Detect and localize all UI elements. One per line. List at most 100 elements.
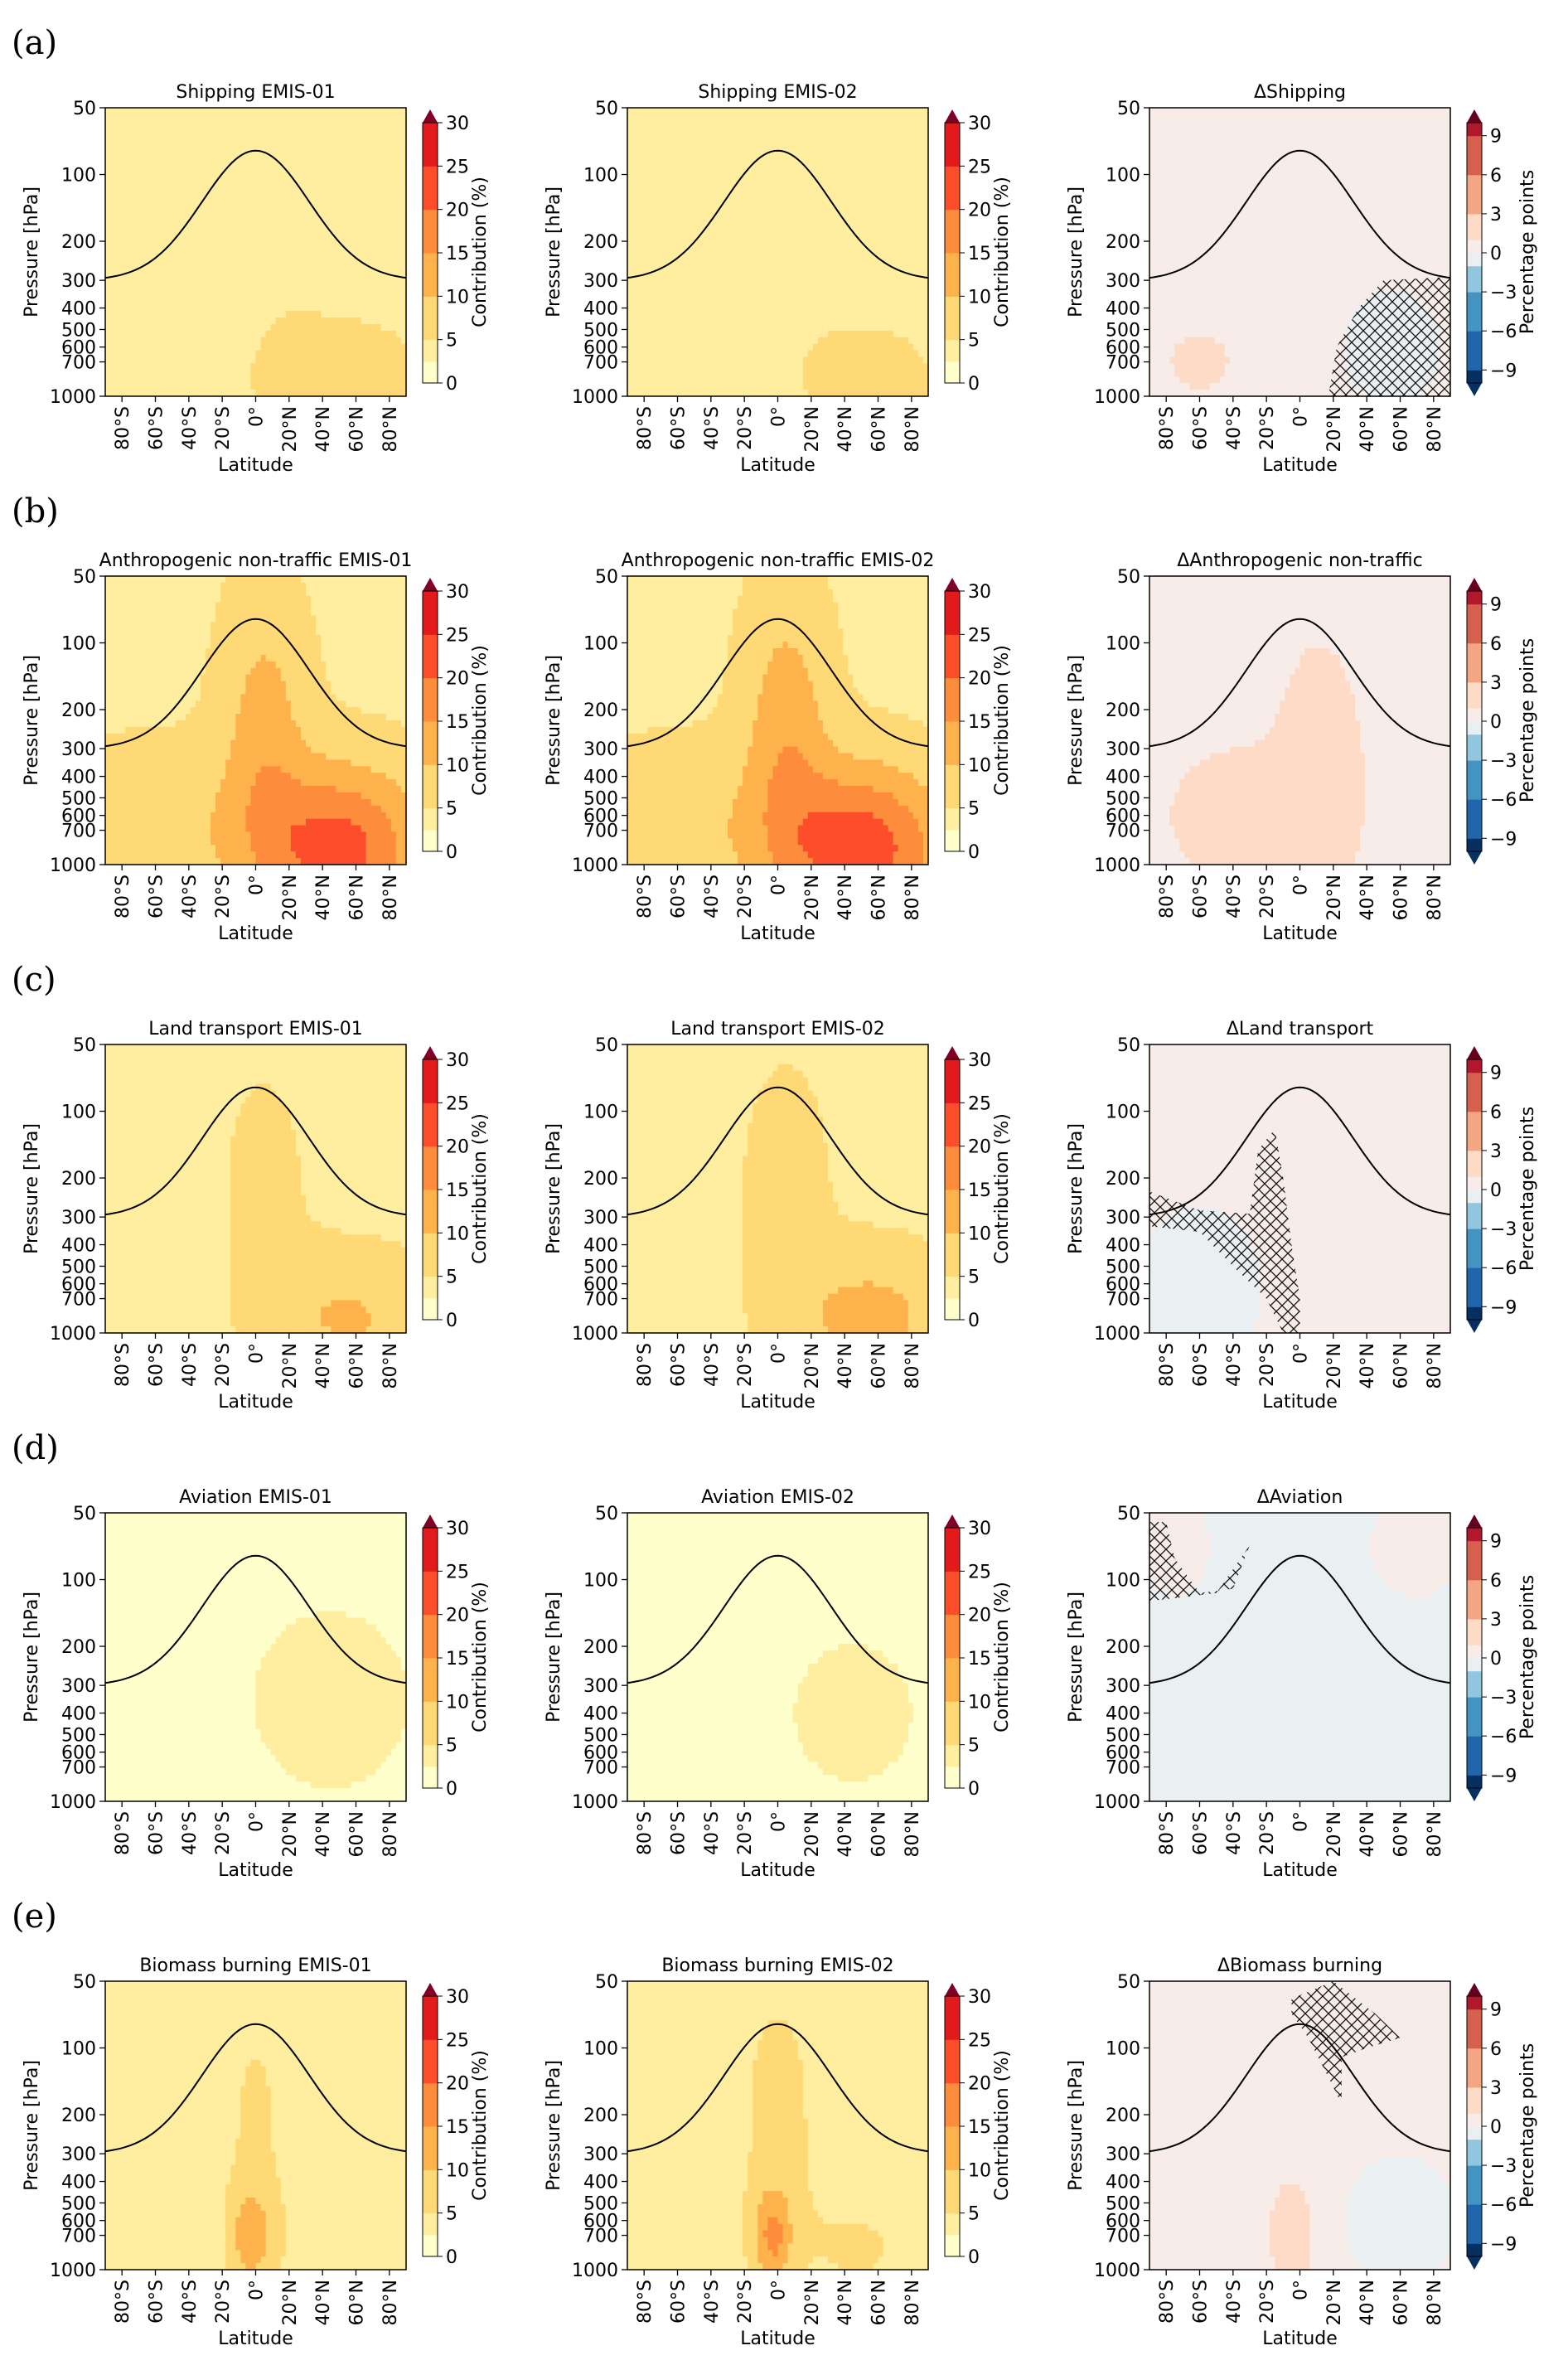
field-cell (683, 357, 689, 365)
field-cell (235, 317, 241, 325)
field-cell (256, 351, 262, 358)
field-cell (201, 259, 206, 266)
field-cell (733, 337, 738, 345)
field-cell (156, 311, 162, 318)
field-cell (703, 383, 709, 390)
field-cell (261, 331, 267, 338)
field-cell (642, 311, 648, 318)
field-cell (683, 272, 689, 279)
field-cell (828, 252, 834, 259)
field-cell (186, 376, 191, 384)
field-cell (863, 317, 869, 325)
field-cell (803, 351, 809, 358)
field-cell (843, 344, 849, 351)
field-cell (120, 232, 126, 240)
field-cell (788, 225, 794, 233)
field-cell (225, 121, 231, 128)
field-cell (757, 252, 763, 259)
field-cell (120, 167, 126, 174)
field-cell (853, 114, 859, 122)
field-cell (798, 141, 804, 148)
field-cell (176, 134, 181, 142)
field-cell (683, 363, 689, 371)
field-cell (306, 357, 312, 365)
field-cell (125, 187, 131, 194)
field-cell (698, 193, 704, 201)
field-cell (171, 193, 177, 201)
field-cell (391, 383, 397, 390)
field-cell (708, 311, 714, 318)
field-cell (181, 370, 186, 377)
field-cell (798, 351, 804, 358)
field-cell (336, 108, 341, 115)
field-cell (667, 376, 673, 384)
field-cell (196, 252, 201, 259)
field-cell (813, 304, 819, 312)
field-cell (245, 187, 251, 194)
field-cell (301, 245, 307, 253)
field-cell (306, 331, 312, 338)
field-cell (853, 363, 859, 371)
field-cell (818, 331, 824, 338)
field-cell (718, 285, 724, 293)
field-cell (813, 239, 819, 246)
field-cell (868, 121, 874, 128)
field-cell (637, 128, 643, 135)
field-cell (166, 317, 172, 325)
field-cell (652, 304, 658, 312)
field-cell (657, 324, 663, 332)
field-cell (833, 357, 839, 365)
field-cell (230, 363, 236, 371)
field-cell (156, 265, 162, 273)
field-cell (833, 370, 839, 377)
field-cell (145, 265, 151, 273)
field-cell (683, 337, 689, 345)
field-cell (181, 173, 186, 181)
field-cell (698, 200, 704, 207)
field-cell (391, 187, 397, 194)
field-cell (356, 370, 362, 377)
field-cell (843, 357, 849, 365)
field-cell (291, 108, 297, 115)
field-cell (683, 180, 689, 187)
field-cell (331, 114, 336, 122)
field-cell (245, 311, 251, 318)
field-cell (873, 279, 878, 286)
field-cell (130, 206, 136, 214)
field-cell (235, 239, 241, 246)
field-cell (848, 279, 854, 286)
field-cell (843, 160, 849, 167)
field-cell (276, 219, 282, 226)
field-cell (823, 272, 829, 279)
field-cell (632, 357, 638, 365)
field-cell (140, 200, 146, 207)
field-cell (161, 141, 167, 148)
field-cell (738, 265, 743, 273)
field-cell (115, 187, 121, 194)
field-cell (843, 370, 849, 377)
field-cell (683, 324, 689, 332)
field-cell (708, 344, 714, 351)
field-cell (803, 337, 809, 345)
field-cell (166, 200, 172, 207)
field-cell (818, 160, 824, 167)
field-cell (201, 121, 206, 128)
field-cell (798, 193, 804, 201)
field-cell (201, 317, 206, 325)
field-cell (828, 317, 834, 325)
field-cell (733, 193, 738, 201)
field-cell (296, 363, 302, 371)
field-cell (336, 324, 341, 332)
field-cell (642, 298, 648, 305)
field-cell (838, 351, 844, 358)
field-cell (672, 370, 678, 377)
field-cell (125, 291, 131, 298)
field-cell (708, 232, 714, 240)
field-cell (753, 219, 758, 226)
field-cell (733, 259, 738, 266)
field-cell (316, 376, 322, 384)
field-cell (361, 304, 367, 312)
field-cell (130, 141, 136, 148)
field-cell (156, 370, 162, 377)
field-cell (276, 337, 282, 345)
